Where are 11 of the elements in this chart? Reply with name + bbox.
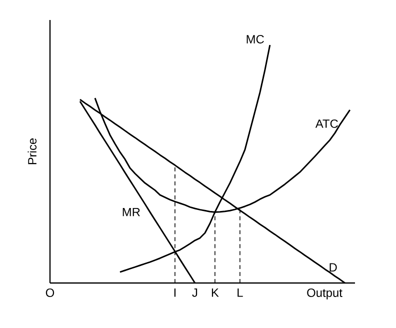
x-axis-title: Output bbox=[307, 288, 342, 300]
series-label: MC bbox=[246, 35, 264, 44]
x-tick-label: I bbox=[174, 288, 176, 297]
x-tick-label: K bbox=[212, 288, 219, 297]
x-tick-label: O bbox=[46, 288, 54, 297]
x-tick-label: L bbox=[238, 288, 243, 297]
y-axis-title: Price bbox=[28, 138, 37, 164]
series-label: ATC bbox=[315, 119, 338, 128]
series-label: MR bbox=[122, 208, 140, 216]
series-label: D bbox=[330, 263, 337, 272]
x-tick-label: J bbox=[192, 288, 198, 297]
